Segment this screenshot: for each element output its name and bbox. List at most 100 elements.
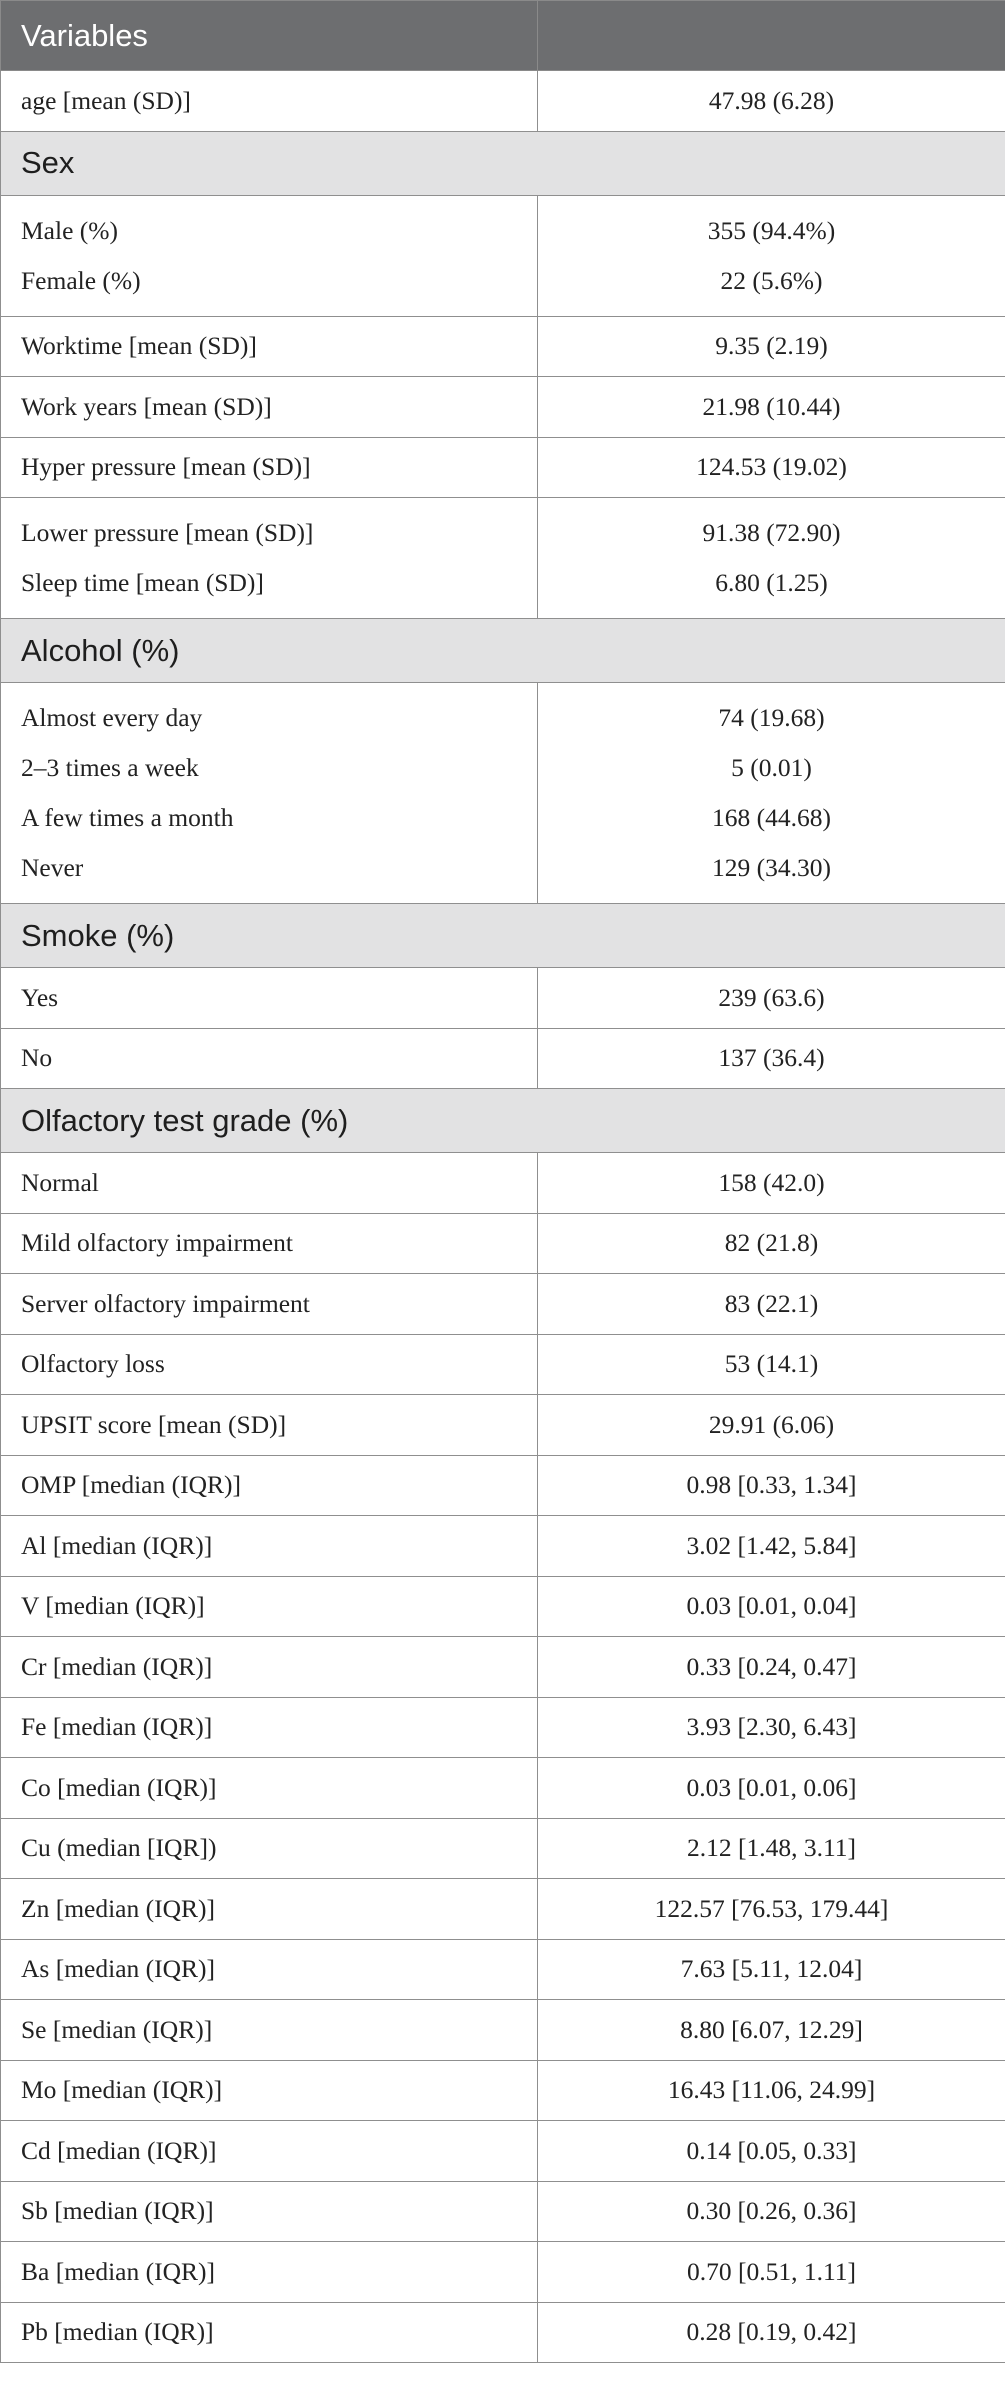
table-row: Cd [median (IQR)] 0.14 [0.05, 0.33] <box>0 2120 1005 2182</box>
row-value: 137 (36.4) <box>537 1027 1005 1089</box>
row-value: 0.03 [0.01, 0.06] <box>537 1757 1005 1819</box>
row-label: No <box>0 1027 538 1089</box>
section-label: Smoke (%) <box>0 903 1005 968</box>
section-header-row: Smoke (%) <box>0 903 1005 968</box>
row-value: 0.98 [0.33, 1.34] <box>537 1454 1005 1516</box>
row-value: 168 (44.68) <box>712 803 831 832</box>
row-label: Cd [median (IQR)] <box>0 2120 538 2182</box>
table-row: Fe [median (IQR)] 3.93 [2.30, 6.43] <box>0 1696 1005 1758</box>
section-header-row: Alcohol (%) <box>0 618 1005 683</box>
row-value: 129 (34.30) <box>712 853 831 882</box>
row-value-cell: 355 (94.4%) 22 (5.6%) <box>537 194 1005 317</box>
row-label: Se [median (IQR)] <box>0 1999 538 2061</box>
table-row: Olfactory loss 53 (14.1) <box>0 1333 1005 1395</box>
row-label: Hyper pressure [mean (SD)] <box>0 436 538 498</box>
row-label: As [median (IQR)] <box>0 1938 538 2000</box>
row-label: Work years [mean (SD)] <box>0 376 538 438</box>
row-label-cell: Lower pressure [mean (SD)] Sleep time [me… <box>0 497 538 619</box>
table-row: Server olfactory impairment 83 (22.1) <box>0 1273 1005 1335</box>
row-value: 0.30 [0.26, 0.36] <box>537 2180 1005 2242</box>
row-value: 0.14 [0.05, 0.33] <box>537 2120 1005 2182</box>
row-value-cell: 74 (19.68) 5 (0.01) 168 (44.68) 129 (34.30) <box>537 682 1005 904</box>
table-row: Worktime [mean (SD)] 9.35 (2.19) <box>0 315 1005 377</box>
table-row: Normal 158 (42.0) <box>0 1152 1005 1214</box>
table-row: No 137 (36.4) <box>0 1027 1005 1089</box>
row-label-cell: Male (%) Female (%) <box>0 194 538 317</box>
table-row: Mild olfactory impairment 82 (21.8) <box>0 1212 1005 1274</box>
section-header-row: Sex <box>0 130 1005 196</box>
row-label: Mo [median (IQR)] <box>0 2059 538 2121</box>
row-value: 7.63 [5.11, 12.04] <box>537 1938 1005 2000</box>
row-label: Co [median (IQR)] <box>0 1757 538 1819</box>
row-value: 53 (14.1) <box>537 1333 1005 1395</box>
row-label: Server olfactory impairment <box>0 1273 538 1335</box>
row-label: Zn [median (IQR)] <box>0 1878 538 1940</box>
row-value: 16.43 [11.06, 24.99] <box>537 2059 1005 2121</box>
table-row: Ba [median (IQR)] 0.70 [0.51, 1.11] <box>0 2241 1005 2303</box>
row-label: age [mean (SD)] <box>0 70 538 132</box>
section-header-row: Olfactory test grade (%) <box>0 1088 1005 1153</box>
row-value: 47.98 (6.28) <box>537 70 1005 132</box>
table-row: UPSIT score [mean (SD)] 29.91 (6.06) <box>0 1394 1005 1456</box>
row-value: 5 (0.01) <box>731 753 812 782</box>
row-label: A few times a month <box>21 803 234 832</box>
row-value: 0.70 [0.51, 1.11] <box>537 2241 1005 2303</box>
row-value: 0.33 [0.24, 0.47] <box>537 1636 1005 1698</box>
row-value: 239 (63.6) <box>537 967 1005 1029</box>
row-label: UPSIT score [mean (SD)] <box>0 1394 538 1456</box>
table-row: Pb [median (IQR)] 0.28 [0.19, 0.42] <box>0 2301 1005 2363</box>
row-label: Mild olfactory impairment <box>0 1212 538 1274</box>
row-value: 124.53 (19.02) <box>537 436 1005 498</box>
row-label: Sleep time [mean (SD)] <box>21 568 264 597</box>
row-label: Pb [median (IQR)] <box>0 2301 538 2363</box>
row-label: Worktime [mean (SD)] <box>0 315 538 377</box>
table-row-group: Male (%) Female (%) 355 (94.4%) 22 (5.6%) <box>0 194 1005 317</box>
table-row: OMP [median (IQR)] 0.98 [0.33, 1.34] <box>0 1454 1005 1516</box>
row-value: 83 (22.1) <box>537 1273 1005 1335</box>
row-value: 8.80 [6.07, 12.29] <box>537 1999 1005 2061</box>
row-value: 158 (42.0) <box>537 1152 1005 1214</box>
row-value: 6.80 (1.25) <box>715 568 828 597</box>
row-value: 21.98 (10.44) <box>537 376 1005 438</box>
table-row-group: Almost every day 2–3 times a week A few ti… <box>0 682 1005 904</box>
row-value: 3.93 [2.30, 6.43] <box>537 1696 1005 1758</box>
section-label: Sex <box>0 130 1005 196</box>
table-row: Work years [mean (SD)] 21.98 (10.44) <box>0 376 1005 438</box>
table-row: Yes 239 (63.6) <box>0 967 1005 1029</box>
row-value: 82 (21.8) <box>537 1212 1005 1274</box>
table-row: Se [median (IQR)] 8.80 [6.07, 12.29] <box>0 1999 1005 2061</box>
table-row: age [mean (SD)] 47.98 (6.28) <box>0 70 1005 132</box>
row-label: Olfactory loss <box>0 1333 538 1395</box>
section-label: Olfactory test grade (%) <box>0 1088 1005 1153</box>
row-label: Female (%) <box>21 265 141 295</box>
table-row: Sb [median (IQR)] 0.30 [0.26, 0.36] <box>0 2180 1005 2242</box>
table-header-row: Variables <box>0 0 1005 71</box>
row-value: 9.35 (2.19) <box>537 315 1005 377</box>
row-value: 74 (19.68) <box>718 703 825 732</box>
table-body: age [mean (SD)] 47.98 (6.28) Sex Male (%) Fe… <box>0 70 1005 2363</box>
row-label: Al [median (IQR)] <box>0 1515 538 1577</box>
row-value: 122.57 [76.53, 179.44] <box>537 1878 1005 1940</box>
row-label: Almost every day <box>21 703 203 732</box>
row-label: Cu (median [IQR]) <box>0 1817 538 1879</box>
row-label: Normal <box>0 1152 538 1214</box>
row-label: Cr [median (IQR)] <box>0 1636 538 1698</box>
row-value: 3.02 [1.42, 5.84] <box>537 1515 1005 1577</box>
row-label: 2–3 times a week <box>21 753 199 782</box>
table-row: Zn [median (IQR)] 122.57 [76.53, 179.44] <box>0 1878 1005 1940</box>
row-label: Sb [median (IQR)] <box>0 2180 538 2242</box>
section-label: Alcohol (%) <box>0 618 1005 683</box>
row-value: 2.12 [1.48, 3.11] <box>537 1817 1005 1879</box>
row-value-cell: 91.38 (72.90) 6.80 (1.25) <box>537 497 1005 619</box>
row-value: 29.91 (6.06) <box>537 1394 1005 1456</box>
table-row: Mo [median (IQR)] 16.43 [11.06, 24.99] <box>0 2059 1005 2121</box>
table-row: V [median (IQR)] 0.03 [0.01, 0.04] <box>0 1575 1005 1637</box>
row-label: Fe [median (IQR)] <box>0 1696 538 1758</box>
row-label: Ba [median (IQR)] <box>0 2241 538 2303</box>
row-value: 355 (94.4%) <box>707 215 836 245</box>
row-value: 22 (5.6%) <box>720 265 823 295</box>
row-label: Male (%) <box>21 215 118 245</box>
row-label-cell: Almost every day 2–3 times a week A few ti… <box>0 682 538 904</box>
header-value <box>537 0 1005 71</box>
